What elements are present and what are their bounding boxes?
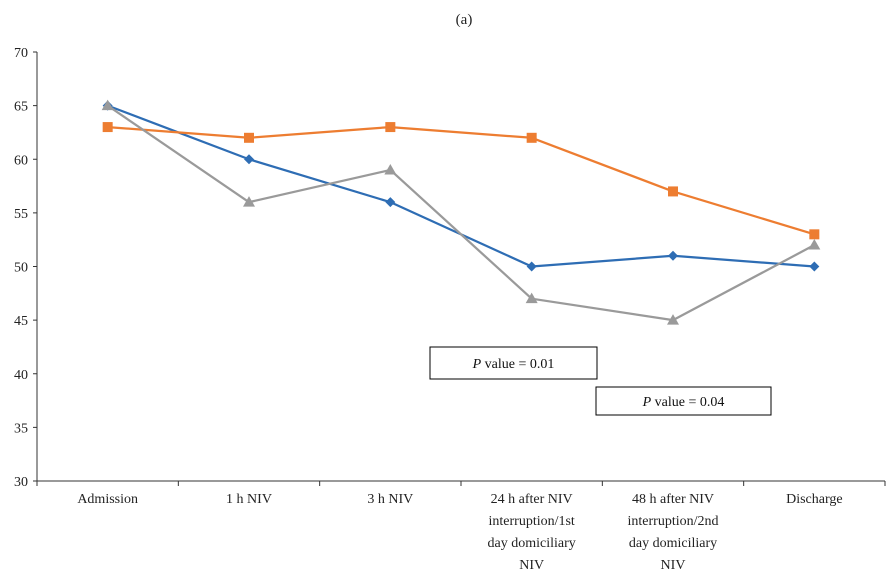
data-point-3 [667, 314, 679, 325]
p-value-box-1 [429, 346, 598, 380]
x-tick-label: 48 h after NIV interruption/2nd day domici… [628, 492, 719, 573]
data-point-1 [244, 154, 254, 165]
y-tick-label: 35 [14, 421, 28, 436]
p-value-box-2 [595, 386, 772, 416]
data-point-1 [809, 261, 820, 272]
p-value-label-1-italic: P [472, 357, 482, 372]
data-point-3 [243, 196, 255, 207]
p-value-label-1-text: value = 0.01 [481, 357, 554, 372]
y-tick-label: 45 [14, 314, 28, 329]
x-tick-label: Discharge [786, 492, 843, 507]
annotation-layer: P value = 0.01 P value = 0.04 [429, 346, 772, 416]
x-tick-label: Admission [77, 492, 138, 507]
series-line-1 [107, 104, 815, 268]
p-value-label-2-text: value = 0.04 [651, 395, 724, 410]
data-point-2 [102, 122, 113, 133]
x-tick-label: 1 h NIV [226, 492, 272, 507]
data-point-1 [668, 250, 678, 261]
data-point-2 [668, 186, 678, 197]
p-value-label-1: P value = 0.01 [472, 357, 555, 372]
data-point-2 [244, 132, 254, 143]
y-tick-label: 40 [14, 368, 28, 383]
data-point-1 [385, 197, 396, 208]
y-tick-label: 50 [14, 261, 28, 276]
p-value-label-2: P value = 0.04 [642, 395, 725, 410]
data-point-3 [101, 99, 114, 111]
y-tick-label: 65 [14, 100, 28, 115]
y-tick-label: 30 [14, 475, 28, 490]
series-line-3 [107, 104, 815, 322]
axes: 30 35 40 45 50 55 60 65 70 Admission 1 h NIV 3 h NI… [14, 46, 886, 573]
y-tick-label: 55 [14, 207, 28, 222]
chart-title: (a) [456, 12, 473, 28]
series-line-2 [107, 125, 815, 236]
data-point-1 [526, 261, 537, 272]
data-point-2 [809, 229, 820, 240]
data-point-3 [808, 239, 821, 250]
x-tick-label: 3 h NIV [367, 492, 413, 507]
data-point-3 [525, 292, 538, 304]
y-tick-label: 60 [14, 153, 28, 168]
data-point-3 [384, 163, 397, 175]
data-point-2 [526, 132, 537, 143]
y-tick-label: 70 [14, 46, 28, 61]
data-point-2 [385, 122, 396, 133]
series-layer [101, 99, 821, 325]
p-value-label-2-italic: P [642, 395, 652, 410]
x-tick-label: 24 h after NIV interruption/1st day domici… [488, 492, 576, 573]
